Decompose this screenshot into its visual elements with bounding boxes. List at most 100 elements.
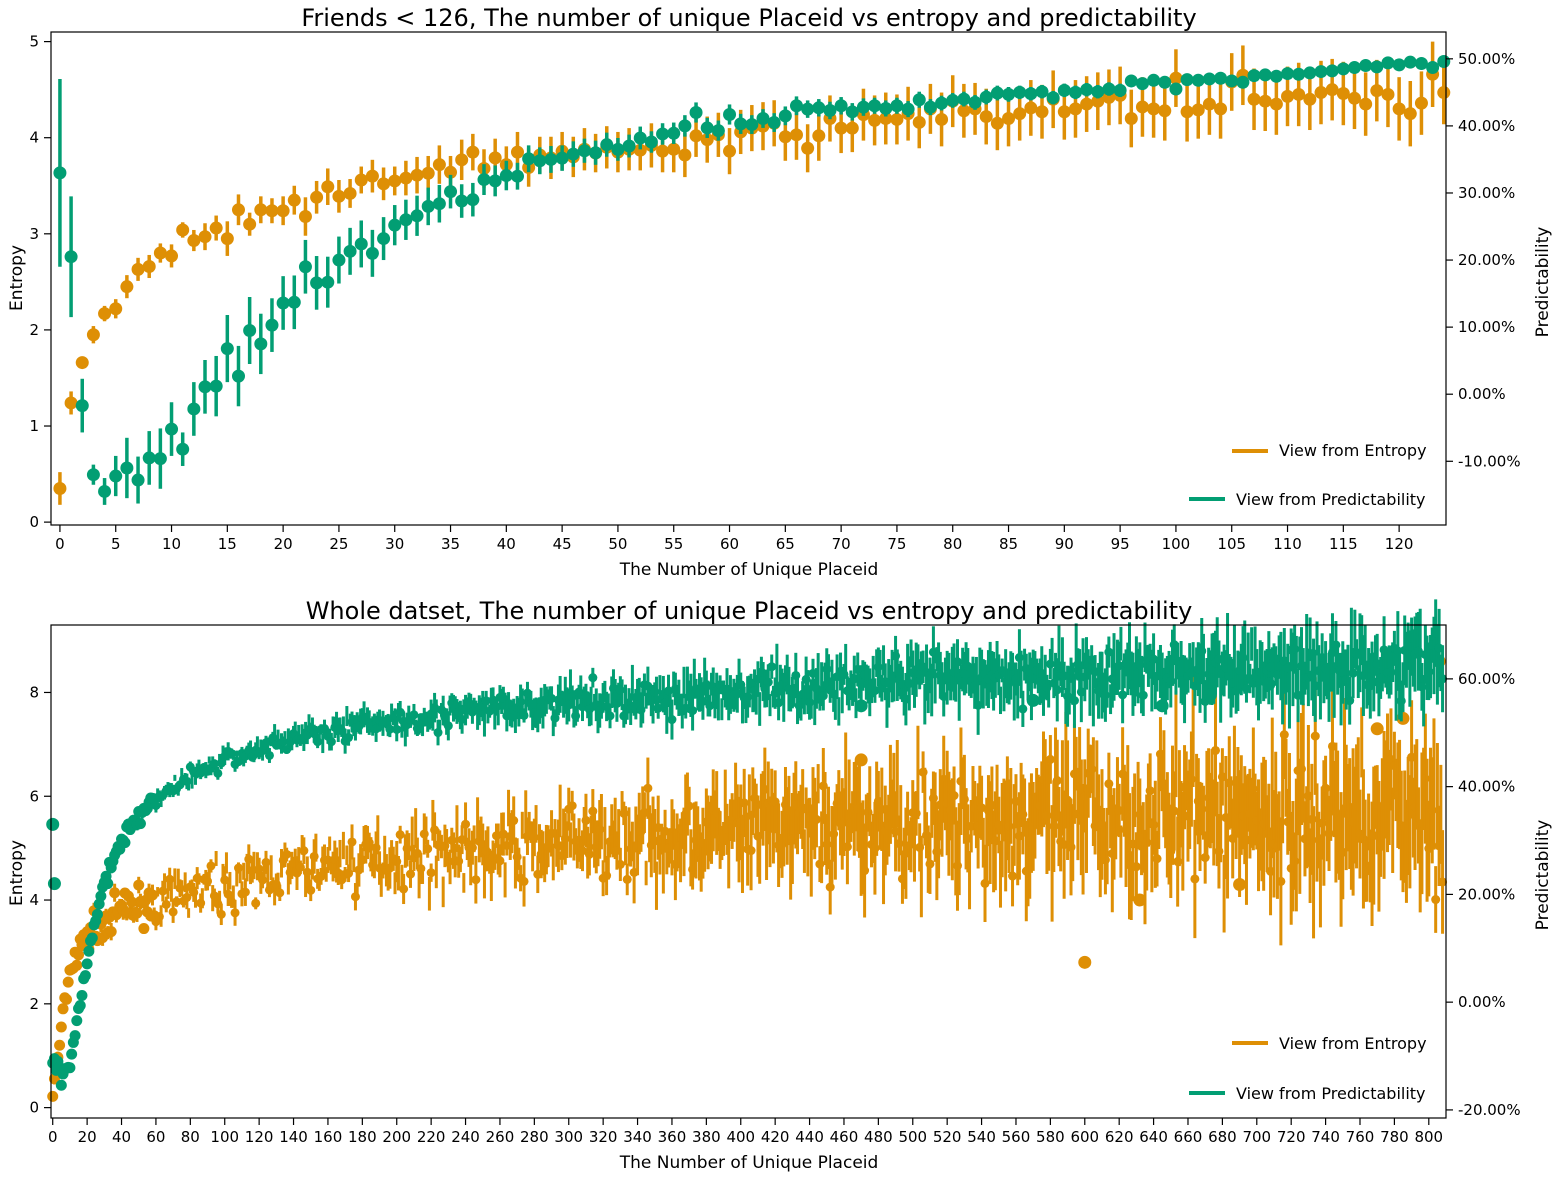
data-point <box>1057 105 1071 119</box>
data-point <box>98 307 112 321</box>
data-point <box>856 100 870 114</box>
data-point <box>1359 59 1373 73</box>
data-point <box>73 949 85 961</box>
data-point <box>310 190 324 204</box>
x-tick-label: 440 <box>795 1128 824 1146</box>
data-point <box>432 158 446 172</box>
data-point <box>1348 668 1358 678</box>
data-point <box>1052 685 1062 695</box>
data-point <box>643 783 653 793</box>
x-tick-label: 160 <box>314 1128 343 1146</box>
outlier-point <box>1233 877 1247 891</box>
data-point <box>466 145 480 159</box>
x-tick-label: 520 <box>933 1128 962 1146</box>
x-tick-label: 70 <box>832 535 851 553</box>
data-point <box>544 152 558 166</box>
y-tick-label: 0 <box>29 1099 39 1117</box>
data-point <box>879 101 893 115</box>
data-point <box>187 234 201 248</box>
outlier-point <box>1262 677 1276 691</box>
data-point <box>1236 75 1250 89</box>
outlier-point <box>47 877 61 891</box>
y-tick-label: 2 <box>29 995 39 1013</box>
data-point <box>1068 102 1082 116</box>
data-point <box>216 909 226 919</box>
data-point <box>1169 806 1179 816</box>
data-point <box>1013 107 1027 121</box>
data-point <box>455 194 469 208</box>
data-point <box>1002 111 1016 125</box>
x-tick-label: 340 <box>623 1128 652 1146</box>
data-point <box>1135 100 1149 114</box>
data-point <box>66 1048 78 1060</box>
data-point <box>901 102 915 116</box>
x-tick-label: 200 <box>382 1128 411 1146</box>
data-point <box>1113 83 1127 97</box>
data-point <box>1158 104 1172 118</box>
data-point <box>126 896 138 908</box>
data-point <box>1045 754 1055 764</box>
data-point <box>1024 101 1038 115</box>
data-point <box>119 837 131 849</box>
data-point <box>547 693 557 703</box>
data-point <box>138 923 150 935</box>
x-tick-label: 40 <box>497 535 516 553</box>
data-point <box>812 129 826 143</box>
data-point <box>868 99 882 113</box>
data-point <box>1057 83 1071 97</box>
data-point <box>1281 67 1295 81</box>
y-axis-label: Entropy <box>7 245 27 311</box>
data-point <box>54 1039 66 1051</box>
data-point <box>220 342 234 356</box>
x-tick-label: 620 <box>1105 1128 1134 1146</box>
x-tick-label: 60 <box>146 1128 165 1146</box>
y-right-tick-label: 40.00% <box>1458 778 1515 796</box>
data-point <box>1180 73 1194 87</box>
data-point <box>1370 60 1384 74</box>
series-predictability <box>53 55 1451 505</box>
data-point <box>231 369 245 383</box>
data-point <box>198 380 212 394</box>
data-point <box>767 116 781 130</box>
x-tick-label: 640 <box>1139 1128 1168 1146</box>
data-point <box>443 721 453 731</box>
data-point <box>1080 83 1094 97</box>
x-tick-label: 20 <box>274 535 293 553</box>
data-point <box>134 818 146 830</box>
data-point <box>667 126 681 140</box>
data-point <box>1414 96 1428 110</box>
x-tick-label: 380 <box>692 1128 721 1146</box>
x-tick-label: 0 <box>55 535 65 553</box>
x-tick-label: 540 <box>967 1128 996 1146</box>
data-point <box>834 121 848 135</box>
x-tick-label: 5 <box>111 535 121 553</box>
x-tick-label: 110 <box>1273 535 1302 553</box>
x-tick-label: 90 <box>1055 535 1074 553</box>
data-point <box>700 121 714 135</box>
data-point <box>1381 56 1395 70</box>
data-point <box>1292 67 1306 81</box>
data-point <box>1438 877 1448 887</box>
x-tick-label: 220 <box>417 1128 446 1146</box>
data-point <box>206 861 216 871</box>
x-tick-label: 360 <box>658 1128 687 1146</box>
data-point <box>600 138 614 152</box>
data-point <box>471 875 481 885</box>
y-tick-label: 2 <box>29 321 39 339</box>
data-point <box>633 143 647 157</box>
data-point <box>689 129 703 143</box>
data-point <box>1303 92 1317 106</box>
y-right-tick-label: -10.00% <box>1458 452 1521 470</box>
data-point <box>656 127 670 141</box>
data-point <box>321 275 335 289</box>
legend-label-predictability: View from Predictability <box>1236 490 1426 509</box>
y-axis-right: -20.00% 0.00% 20.00% 40.00% 60.00% <box>1446 670 1521 1119</box>
x-tick-label: 25 <box>329 535 348 553</box>
data-point <box>1002 87 1016 101</box>
data-point <box>75 356 89 370</box>
data-point <box>1336 62 1350 76</box>
data-point <box>109 469 123 483</box>
data-point <box>1158 75 1172 89</box>
x-tick-label: 240 <box>451 1128 480 1146</box>
x-tick-label: 800 <box>1414 1128 1443 1146</box>
